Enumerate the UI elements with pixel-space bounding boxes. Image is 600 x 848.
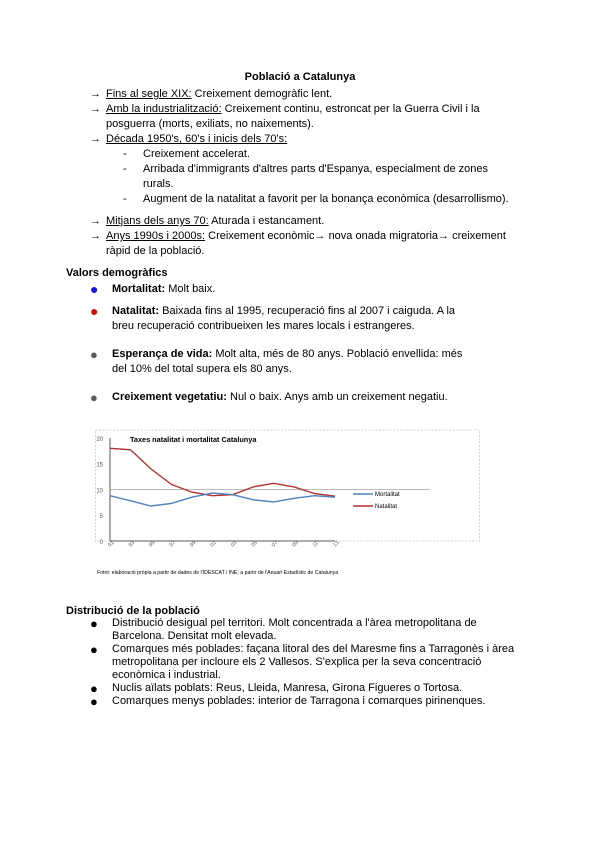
svg-text:Mortalitat: Mortalitat (375, 492, 400, 498)
svg-text:15: 15 (96, 463, 103, 469)
svg-text:20: 20 (96, 437, 103, 443)
svg-text:5: 5 (100, 514, 104, 520)
svg-text:Taxes natalitat i mortalitat C: Taxes natalitat i mortalitat Catalunya (130, 435, 257, 444)
svg-text:Fotnt: elaboració pròpia a par: Fotnt: elaboració pròpia a partir de dad… (97, 570, 338, 576)
svg-text:0: 0 (100, 540, 104, 546)
svg-text:Natalitat: Natalitat (375, 504, 397, 510)
svg-text:10: 10 (96, 489, 103, 495)
